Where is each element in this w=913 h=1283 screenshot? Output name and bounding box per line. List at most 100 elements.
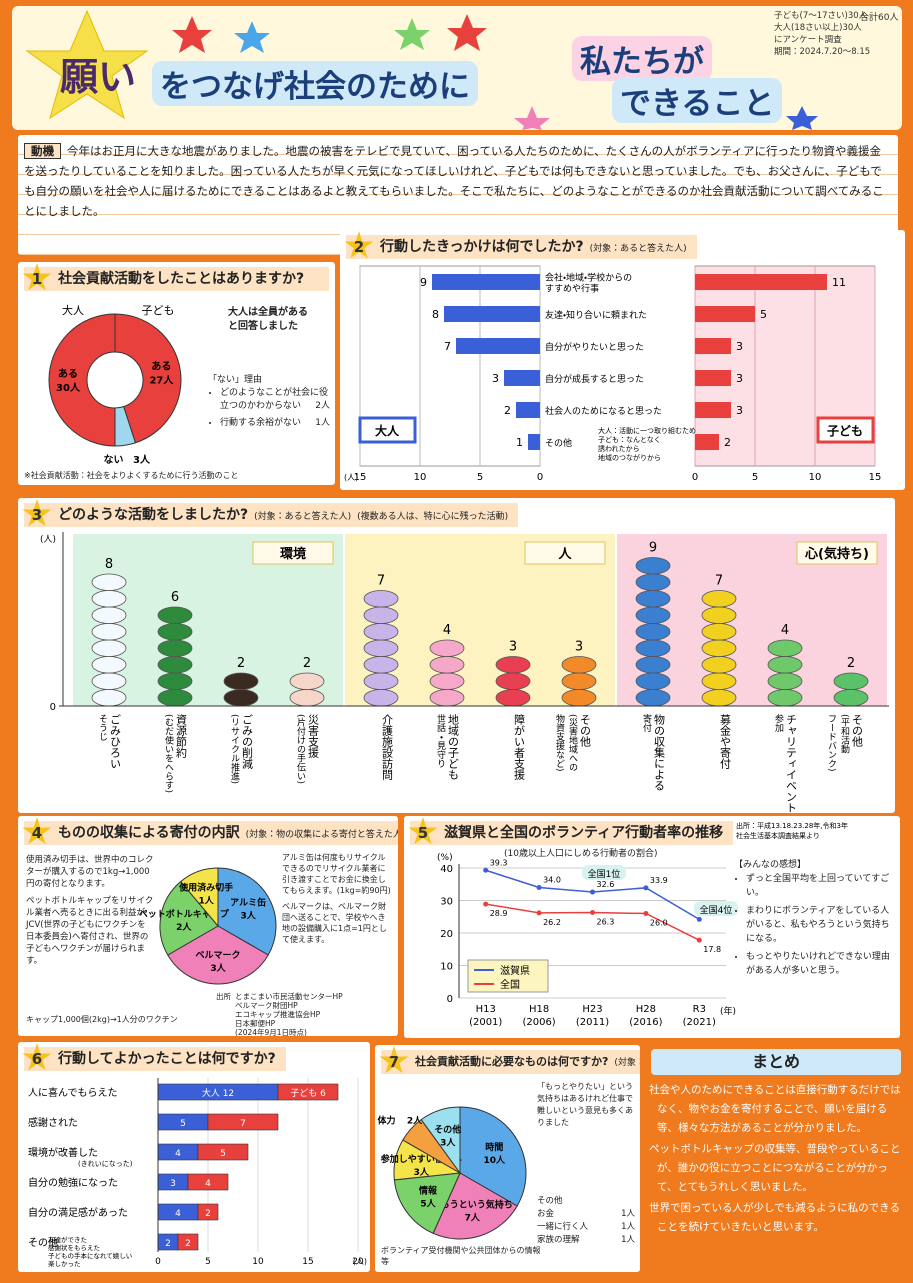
other-item: 家族の理解 1人 (537, 1234, 635, 1247)
x-tick-label: 10 (809, 472, 822, 483)
x-tick-label: H18 (529, 1004, 549, 1015)
bar (207, 1113, 279, 1131)
pie-slice (114, 313, 182, 444)
other-note: 誘われたから (598, 445, 640, 453)
value-label: 2 (504, 404, 511, 417)
x-tick-label: (2001) (469, 1017, 502, 1028)
section-6: 0 5 10 15 20 (人) 人に喜んでもらえた 大人 12 子ども 6 感謝された 5 7 環境が… (18, 1042, 370, 1272)
legend-label: 大人 (375, 423, 400, 438)
value-label: 子ども 6 (290, 1088, 326, 1099)
slice-value: 3人 (210, 963, 226, 974)
star (234, 21, 270, 53)
stack-unit (157, 639, 193, 657)
motive-label: 動機 (24, 143, 61, 159)
category-label: 人に喜んでもらえた (28, 1086, 118, 1099)
footer: キャップ1,000個(2kg)→1人分のワクチン (26, 1015, 178, 1024)
stack-unit (91, 656, 127, 674)
category-label: その他 (28, 1236, 58, 1249)
slice-label: ある (58, 367, 78, 380)
point (696, 937, 702, 943)
value-label: 5 (760, 308, 767, 321)
stack-unit (767, 656, 803, 674)
source: 社会生活基本調査結果より (736, 831, 820, 840)
value-label: 4 (205, 1179, 211, 1189)
item-label: 地域の子ども (447, 714, 460, 780)
impression: ずっと全国平均を上回っていてすごい。 (746, 872, 892, 900)
item-label: そうじ (97, 714, 108, 741)
bar (695, 402, 731, 418)
stack-unit (429, 639, 465, 657)
category-label: その他 (545, 437, 572, 449)
group-tag (524, 541, 606, 565)
stack (429, 639, 465, 707)
summary: まとめ 社会や人のためにできることは直接行動するだけではなく、物やお金を寄付する… (645, 1045, 907, 1272)
survey-line: 子ども(7〜17さい)30人 (774, 11, 868, 21)
y-tick-label: 40 (440, 864, 453, 875)
legend-box (816, 416, 875, 444)
x-tick-label: 10 (252, 1257, 264, 1267)
section-title: 2 行動したきっかけは何でしたか? (対象：あると答えた人) (344, 231, 697, 259)
pie-slice (432, 1172, 518, 1240)
stack-unit (157, 623, 193, 641)
pie-slice (114, 406, 137, 447)
x-tick-label: 15 (869, 472, 882, 483)
stack-unit (223, 689, 259, 707)
value-label: 3 (736, 372, 743, 385)
value-label: 7 (715, 574, 723, 589)
pie-slice (393, 1172, 461, 1234)
value-label: 32.6 (597, 880, 615, 889)
bar (277, 1083, 339, 1101)
value-label: 9 (649, 541, 657, 556)
category-label: 自分の勉強になった (28, 1176, 118, 1189)
value-label: 3 (492, 372, 499, 385)
slice-label: 体力 (378, 1114, 396, 1126)
title-text: 社会貢献活動をしたことはありますか? (58, 271, 305, 287)
section-title: 5 滋賀県と全国のボランティア行動者率の推移 (408, 817, 734, 845)
value-label: 4 (781, 623, 789, 638)
slice-label: ない (104, 454, 124, 466)
other-text: 家族の理解 (537, 1235, 580, 1245)
stack-unit (363, 606, 399, 624)
value-label: 26.3 (597, 918, 615, 927)
slice-value: 2人 (407, 1115, 423, 1126)
value-label: 39.3 (490, 858, 508, 867)
x-tick-label: (2006) (522, 1017, 555, 1028)
other-note: 子ども：なんとなく (598, 436, 661, 444)
stack-unit (363, 672, 399, 690)
section-7: 時間 10人 やろうという気持ち 7人 情報 5人 参加しやすい仕組み 3人 体力 2人 その他 3人… (375, 1045, 640, 1272)
other-count: 1人 (621, 1235, 635, 1245)
value-label: 2 (847, 656, 855, 671)
stack-unit (495, 689, 531, 707)
stack (561, 656, 597, 707)
stack-unit (767, 672, 803, 690)
stack-unit (91, 590, 127, 608)
point (483, 901, 489, 907)
stack-unit (495, 656, 531, 674)
legend-label: 子ども (827, 424, 863, 438)
value-label: 34.0 (543, 876, 561, 885)
value-label: 7 (444, 340, 451, 353)
item-label: ごみひろい (109, 714, 122, 769)
stack-unit (833, 689, 869, 707)
item-label: 資源節約 (175, 714, 188, 759)
stack-unit (429, 656, 465, 674)
slice-label: 情報 (418, 1184, 438, 1196)
stack-unit (635, 656, 671, 674)
info-note: ボランティア受付機関や公共団体からの情報等 (381, 1246, 541, 1266)
bar (695, 338, 731, 354)
motive-text: 今年はお正月に大きな地震がありました。地震の被害をテレビで見ていて、困っている人… (24, 144, 884, 218)
stack-unit (223, 672, 259, 690)
pie-slice (167, 925, 269, 985)
section-title: 6 行動してよかったことは何ですか? (22, 1043, 286, 1071)
bar (516, 402, 540, 418)
group-name: 心(気持ち) (804, 546, 869, 562)
reasons-list: どのようなことが社会に役立つのかわからない2人行動する余裕がない 1人 (208, 387, 330, 430)
stack-unit (363, 689, 399, 707)
category-label: 社会人のためになると思った (545, 405, 662, 417)
other-text: お金 (537, 1209, 555, 1219)
impression: まわりにボランティアをしている人がいると、私もやろうという気持ちになる。 (746, 904, 892, 946)
section-5-chart: 0 10 20 30 40(%) (年) H13 (2001) H18 (2006) H23 (201… (437, 821, 848, 1028)
x-tick-label: R3 (693, 1004, 706, 1015)
item-label: 災害支援 (307, 714, 320, 759)
